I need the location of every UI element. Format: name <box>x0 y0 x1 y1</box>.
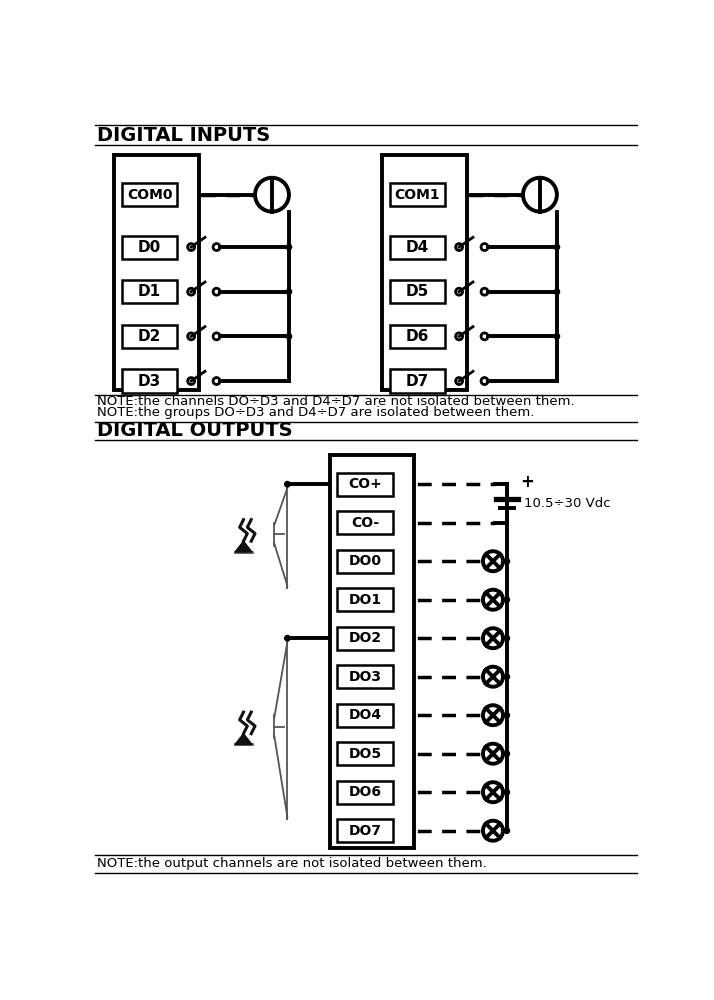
FancyBboxPatch shape <box>338 550 393 573</box>
Text: DO0: DO0 <box>348 554 382 568</box>
Text: COM0: COM0 <box>127 188 172 202</box>
Circle shape <box>286 289 291 294</box>
FancyBboxPatch shape <box>390 183 446 206</box>
FancyBboxPatch shape <box>338 627 393 650</box>
Circle shape <box>504 751 510 756</box>
Text: +: + <box>521 473 535 491</box>
Circle shape <box>504 559 510 564</box>
FancyBboxPatch shape <box>382 155 467 389</box>
Text: COM1: COM1 <box>395 188 441 202</box>
Circle shape <box>285 636 290 641</box>
Text: D4: D4 <box>406 240 429 255</box>
Text: DIGITAL OUTPUTS: DIGITAL OUTPUTS <box>97 421 293 440</box>
Text: D5: D5 <box>406 284 429 299</box>
FancyBboxPatch shape <box>338 665 393 688</box>
Circle shape <box>554 244 560 250</box>
Text: DO7: DO7 <box>348 824 382 838</box>
Text: DO1: DO1 <box>348 593 382 607</box>
FancyBboxPatch shape <box>330 455 414 848</box>
FancyBboxPatch shape <box>338 704 393 727</box>
Text: D3: D3 <box>138 374 161 389</box>
FancyBboxPatch shape <box>390 280 446 303</box>
Text: NOTE:the channels DO÷D3 and D4÷D7 are not isolated between them.: NOTE:the channels DO÷D3 and D4÷D7 are no… <box>97 395 575 408</box>
FancyBboxPatch shape <box>114 155 198 389</box>
Circle shape <box>554 289 560 294</box>
Text: DO2: DO2 <box>348 631 382 645</box>
Polygon shape <box>235 541 252 552</box>
FancyBboxPatch shape <box>390 369 446 393</box>
Circle shape <box>504 713 510 718</box>
Text: NOTE:the output channels are not isolated between them.: NOTE:the output channels are not isolate… <box>97 857 487 870</box>
FancyBboxPatch shape <box>338 473 393 496</box>
Text: DO6: DO6 <box>348 785 382 799</box>
Text: DO4: DO4 <box>348 708 382 722</box>
Circle shape <box>554 334 560 339</box>
Circle shape <box>504 597 510 602</box>
Text: CO-: CO- <box>351 516 379 530</box>
FancyBboxPatch shape <box>390 325 446 348</box>
Circle shape <box>504 790 510 795</box>
FancyBboxPatch shape <box>338 781 393 804</box>
Circle shape <box>504 828 510 833</box>
FancyBboxPatch shape <box>122 280 177 303</box>
Text: 10.5÷30 Vdc: 10.5÷30 Vdc <box>524 497 610 510</box>
Text: CO+: CO+ <box>348 477 382 491</box>
Text: D2: D2 <box>138 329 161 344</box>
FancyBboxPatch shape <box>390 235 446 259</box>
Text: DO5: DO5 <box>348 747 382 761</box>
FancyBboxPatch shape <box>122 235 177 259</box>
FancyBboxPatch shape <box>338 742 393 765</box>
FancyBboxPatch shape <box>338 511 393 534</box>
Text: DIGITAL INPUTS: DIGITAL INPUTS <box>97 126 271 145</box>
FancyBboxPatch shape <box>338 588 393 611</box>
FancyBboxPatch shape <box>122 183 177 206</box>
Circle shape <box>286 244 291 250</box>
Circle shape <box>504 636 510 641</box>
Circle shape <box>504 674 510 679</box>
Text: D7: D7 <box>406 374 429 389</box>
Text: D0: D0 <box>138 240 161 255</box>
Polygon shape <box>235 734 252 744</box>
Text: NOTE:the groups DO÷D3 and D4÷D7 are isolated between them.: NOTE:the groups DO÷D3 and D4÷D7 are isol… <box>97 406 535 419</box>
FancyBboxPatch shape <box>122 369 177 393</box>
Text: DO3: DO3 <box>348 670 382 684</box>
FancyBboxPatch shape <box>122 325 177 348</box>
Circle shape <box>285 482 290 487</box>
Text: D1: D1 <box>138 284 161 299</box>
FancyBboxPatch shape <box>338 819 393 842</box>
Circle shape <box>286 334 291 339</box>
Text: D6: D6 <box>406 329 429 344</box>
